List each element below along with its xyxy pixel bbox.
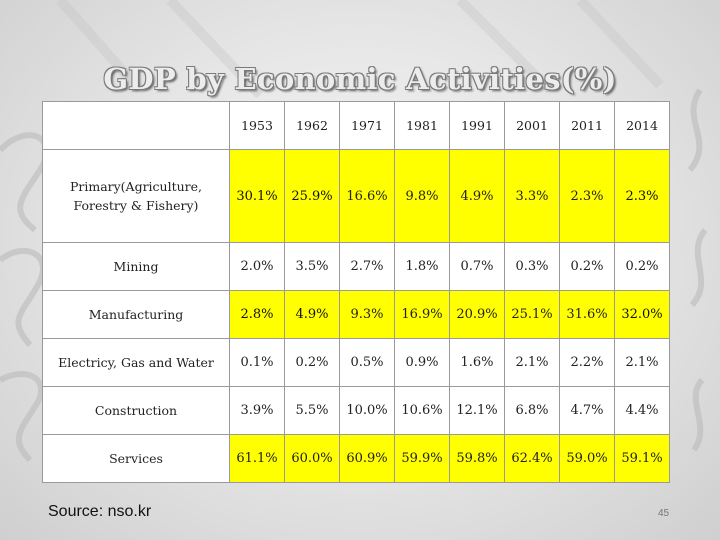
value-cell: 31.6%	[559, 290, 615, 339]
value-cell: 2.1%	[504, 338, 560, 387]
value-cell: 1.8%	[394, 242, 450, 291]
value-cell: 3.9%	[229, 386, 285, 435]
value-cell: 25.1%	[504, 290, 560, 339]
value-cell: 9.3%	[339, 290, 395, 339]
value-cell: 9.8%	[394, 149, 450, 243]
value-cell: 2.8%	[229, 290, 285, 339]
row-label: Mining	[42, 242, 230, 291]
value-cell: 2.2%	[559, 338, 615, 387]
value-cell: 62.4%	[504, 434, 560, 483]
table-row: Electricy, Gas and Water 0.1% 0.2% 0.5% …	[42, 338, 670, 387]
value-cell: 4.9%	[449, 149, 505, 243]
row-label: Construction	[42, 386, 230, 435]
row-label: Services	[42, 434, 230, 483]
year-header: 2014	[614, 101, 670, 150]
value-cell: 59.1%	[614, 434, 670, 483]
value-cell: 2.3%	[559, 149, 615, 243]
year-header: 2001	[504, 101, 560, 150]
gdp-table: 1953 1962 1971 1981 1991 2001 2011 2014 …	[42, 101, 670, 483]
value-cell: 16.6%	[339, 149, 395, 243]
year-header: 1953	[229, 101, 285, 150]
table-row: Construction 3.9% 5.5% 10.0% 10.6% 12.1%…	[42, 386, 670, 435]
value-cell: 25.9%	[284, 149, 340, 243]
value-cell: 4.7%	[559, 386, 615, 435]
value-cell: 4.4%	[614, 386, 670, 435]
value-cell: 16.9%	[394, 290, 450, 339]
table-row: Services 61.1% 60.0% 60.9% 59.9% 59.8% 6…	[42, 434, 670, 483]
value-cell: 2.1%	[614, 338, 670, 387]
table-row: Primary(Agriculture, Forestry & Fishery)…	[42, 149, 670, 243]
value-cell: 30.1%	[229, 149, 285, 243]
value-cell: 32.0%	[614, 290, 670, 339]
value-cell: 0.7%	[449, 242, 505, 291]
value-cell: 0.2%	[614, 242, 670, 291]
row-label: Electricy, Gas and Water	[42, 338, 230, 387]
value-cell: 59.8%	[449, 434, 505, 483]
value-cell: 60.0%	[284, 434, 340, 483]
slide-title: GDP by Economic Activities(%)	[103, 62, 617, 96]
year-header: 1981	[394, 101, 450, 150]
corner-cell	[42, 101, 230, 150]
value-cell: 0.1%	[229, 338, 285, 387]
page-number: 45	[658, 508, 670, 519]
value-cell: 61.1%	[229, 434, 285, 483]
value-cell: 2.0%	[229, 242, 285, 291]
value-cell: 10.6%	[394, 386, 450, 435]
value-cell: 59.0%	[559, 434, 615, 483]
value-cell: 6.8%	[504, 386, 560, 435]
value-cell: 60.9%	[339, 434, 395, 483]
header-row: 1953 1962 1971 1981 1991 2001 2011 2014	[42, 101, 670, 150]
value-cell: 2.3%	[614, 149, 670, 243]
value-cell: 0.5%	[339, 338, 395, 387]
year-header: 1991	[449, 101, 505, 150]
value-cell: 0.2%	[284, 338, 340, 387]
value-cell: 1.6%	[449, 338, 505, 387]
value-cell: 20.9%	[449, 290, 505, 339]
value-cell: 4.9%	[284, 290, 340, 339]
value-cell: 3.3%	[504, 149, 560, 243]
source-caption: Source: nso.kr	[48, 503, 152, 520]
value-cell: 3.5%	[284, 242, 340, 291]
value-cell: 0.3%	[504, 242, 560, 291]
table-row: Mining 2.0% 3.5% 2.7% 1.8% 0.7% 0.3% 0.2…	[42, 242, 670, 291]
value-cell: 10.0%	[339, 386, 395, 435]
table-row: Manufacturing 2.8% 4.9% 9.3% 16.9% 20.9%…	[42, 290, 670, 339]
row-label: Manufacturing	[42, 290, 230, 339]
row-label: Primary(Agriculture, Forestry & Fishery)	[42, 149, 230, 243]
value-cell: 0.2%	[559, 242, 615, 291]
value-cell: 0.9%	[394, 338, 450, 387]
year-header: 1962	[284, 101, 340, 150]
value-cell: 5.5%	[284, 386, 340, 435]
value-cell: 2.7%	[339, 242, 395, 291]
value-cell: 12.1%	[449, 386, 505, 435]
row-label-line: Primary(Agriculture,	[69, 179, 203, 194]
year-header: 2011	[559, 101, 615, 150]
row-label-line: Forestry & Fishery)	[73, 198, 199, 213]
year-header: 1971	[339, 101, 395, 150]
value-cell: 59.9%	[394, 434, 450, 483]
